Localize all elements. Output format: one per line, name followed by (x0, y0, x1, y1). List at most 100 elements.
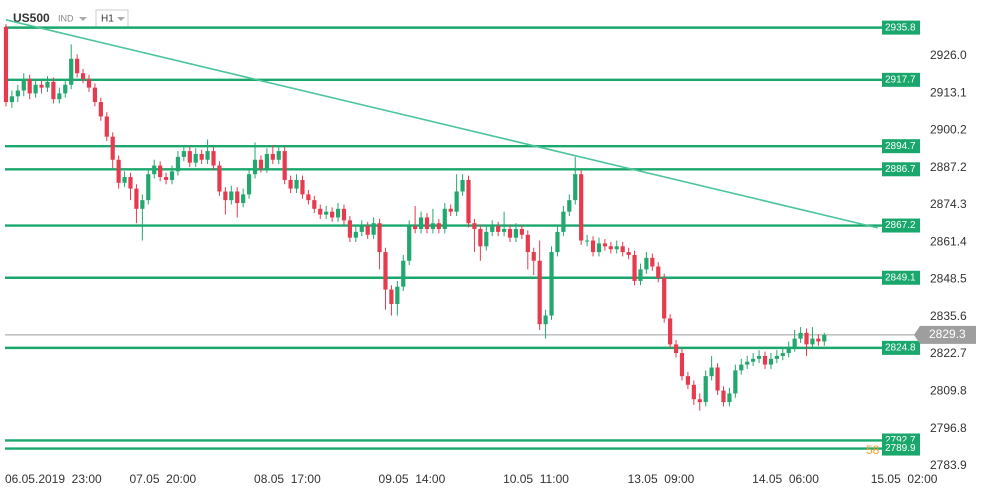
candle-body (98, 102, 103, 117)
level-label-box (882, 441, 920, 456)
candle-body (241, 194, 246, 204)
candle-body (122, 177, 127, 183)
trendline (5, 19, 878, 229)
candle-body (223, 191, 228, 201)
candle-body (549, 252, 554, 316)
candle-body (258, 159, 264, 169)
candle-body (638, 269, 643, 281)
candle-body (312, 200, 317, 209)
candle-body (816, 338, 821, 342)
candle-body (377, 223, 382, 253)
y-tick-label: 2848.5 (930, 272, 967, 286)
candle-body (51, 81, 56, 100)
candle-body (3, 27, 9, 103)
level-label-box (882, 72, 920, 87)
candle-body (739, 364, 744, 371)
y-tick-label: 2913.1 (930, 85, 967, 99)
dropdown-arrow[interactable] (79, 17, 87, 21)
x-tick-label: 07.05 20:00 (129, 472, 196, 486)
market: IND (58, 13, 74, 23)
candle-body (104, 116, 109, 137)
level-label: 2789.9 (885, 443, 916, 454)
candle-body (205, 151, 210, 160)
level-label: 2824.8 (885, 343, 916, 354)
candle-body (442, 208, 447, 229)
candle-body (152, 165, 157, 175)
candle-body (92, 87, 98, 103)
candle-body (804, 332, 809, 345)
candle-body (211, 151, 216, 166)
candle-body (252, 159, 258, 175)
candle-body (709, 367, 714, 377)
candle-body (401, 260, 406, 287)
level-label: 2886.7 (885, 164, 916, 175)
candle-body (193, 153, 198, 163)
y-tick-label: 2874.3 (930, 197, 967, 211)
candle-body (264, 153, 269, 169)
candle-body (472, 223, 477, 229)
candle-body (45, 81, 50, 88)
candle-body (63, 84, 68, 94)
candle-body (733, 370, 738, 394)
candle-body (306, 194, 311, 201)
candle-body (276, 151, 281, 160)
level-label-box (882, 20, 920, 35)
x-tick-label: 14.05 06:00 (752, 472, 819, 486)
candle-body (579, 174, 584, 241)
candle-body (531, 252, 536, 261)
candle-body (668, 318, 673, 345)
candle-body (792, 338, 797, 348)
candle-body (798, 332, 803, 339)
candle-body (673, 344, 679, 354)
candle-body (567, 200, 572, 212)
candle-body (33, 84, 38, 94)
candle-body (596, 243, 602, 253)
candle-body (679, 353, 685, 377)
candle-body (685, 376, 691, 385)
y-tick-label: 2796.8 (930, 421, 967, 435)
candle-body (75, 58, 80, 74)
y-tick-label: 2835.6 (930, 309, 967, 323)
candle-body (294, 179, 299, 189)
candle-body (413, 226, 418, 229)
level-label: 2935.8 (885, 22, 916, 33)
candle-body (282, 151, 287, 180)
candle-body (656, 266, 661, 279)
candle-body (454, 191, 459, 212)
candle-body (448, 208, 453, 212)
symbol: US500 (13, 11, 50, 25)
level-label-box (882, 162, 920, 177)
candle-body (525, 234, 530, 253)
candle-body (484, 231, 489, 247)
candle-body (490, 226, 495, 232)
y-tick-label: 2783.9 (930, 458, 967, 472)
candle-body (751, 358, 756, 362)
candle-body (128, 177, 133, 189)
candle-body (347, 220, 353, 238)
level-label-box (882, 139, 920, 154)
candle-body (300, 179, 305, 195)
candle-body (217, 165, 222, 192)
y-tick-label: 2926.0 (930, 48, 967, 62)
candle-body (602, 243, 607, 247)
x-tick-label: 08.05 17:00 (254, 472, 321, 486)
timeframe[interactable]: H1 (101, 14, 114, 25)
candle-body (181, 151, 186, 157)
candle-body (756, 355, 762, 359)
candle-body (543, 315, 548, 325)
level-label: 2849.1 (885, 272, 916, 283)
candle-body (507, 228, 513, 238)
current-price-arrow (914, 325, 920, 344)
candle-body (697, 399, 702, 403)
candle-body (478, 228, 483, 247)
candle-body (727, 393, 732, 403)
candle-body (496, 226, 501, 232)
level-label: 2867.2 (885, 220, 916, 231)
candle-body (330, 211, 335, 218)
candle-body (229, 191, 234, 201)
candle-body (555, 231, 560, 253)
candle-body (745, 361, 750, 365)
candle-body (318, 208, 323, 215)
